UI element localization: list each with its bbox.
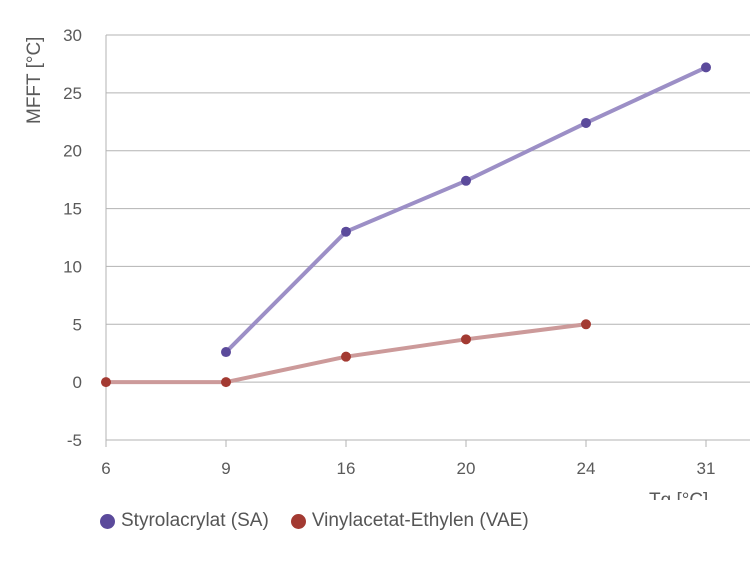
x-tick-label: 31 xyxy=(697,459,716,478)
y-tick-label: -5 xyxy=(67,431,82,450)
legend-marker-sa xyxy=(100,513,115,529)
y-tick-label: 0 xyxy=(73,373,82,392)
x-tick-label: 16 xyxy=(337,459,356,478)
x-tick-label: 24 xyxy=(577,459,596,478)
y-tick-label: 30 xyxy=(63,26,82,45)
grid-lines xyxy=(105,34,750,441)
y-tick-label: 10 xyxy=(63,257,82,276)
series-line-0 xyxy=(224,65,707,354)
x-axis-label: Tg [°C] xyxy=(649,490,708,500)
legend-marker-vae xyxy=(290,513,306,529)
legend-item-sa: Styrolacrylat (SA) xyxy=(100,510,269,532)
legend-item-vae: Vinylacetat-Ethylen (VAE) xyxy=(290,510,529,532)
y-tick-label: 25 xyxy=(63,84,82,103)
data-point-1 xyxy=(221,377,231,388)
y-axis-label: MFFT [°C] xyxy=(24,37,45,124)
data-point-0 xyxy=(701,62,711,73)
line-chart: -5 0 5 10 15 20 25 30 6 9 16 20 24 31 MFFT [°C] Tg [… xyxy=(24,26,750,500)
data-point-0 xyxy=(341,226,351,237)
y-tick-label: 5 xyxy=(73,315,82,334)
data-point-1 xyxy=(101,377,111,388)
data-point-1 xyxy=(341,351,351,362)
legend-label-vae: Vinylacetat-Ethylen (VAE) xyxy=(311,510,529,531)
series-group xyxy=(101,62,711,388)
data-point-1 xyxy=(461,334,471,345)
x-tick-label: 20 xyxy=(457,459,476,478)
x-tick-label: 9 xyxy=(221,459,230,478)
x-axis-ticks: 6 9 16 20 24 31 xyxy=(101,440,715,478)
data-point-0 xyxy=(581,117,591,128)
data-point-0 xyxy=(461,175,471,186)
data-point-0 xyxy=(221,347,231,358)
y-tick-label: 15 xyxy=(63,200,82,219)
y-axis-ticks: -5 0 5 10 15 20 25 30 xyxy=(63,26,82,450)
data-point-1 xyxy=(581,319,591,330)
x-tick-label: 6 xyxy=(101,459,110,478)
legend-label-sa: Styrolacrylat (SA) xyxy=(121,510,269,531)
y-tick-label: 20 xyxy=(63,142,82,161)
legend: Styrolacrylat (SA) Vinylacetat-Ethylen (… xyxy=(100,510,529,532)
